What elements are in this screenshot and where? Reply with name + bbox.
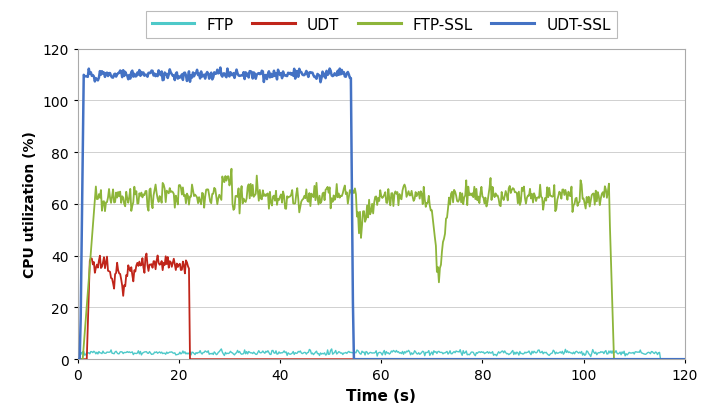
Legend: FTP, UDT, FTP-SSL, UDT-SSL: FTP, UDT, FTP-SSL, UDT-SSL [145, 12, 617, 39]
X-axis label: Time (s): Time (s) [347, 388, 416, 403]
Y-axis label: CPU utilization (%): CPU utilization (%) [23, 131, 37, 278]
